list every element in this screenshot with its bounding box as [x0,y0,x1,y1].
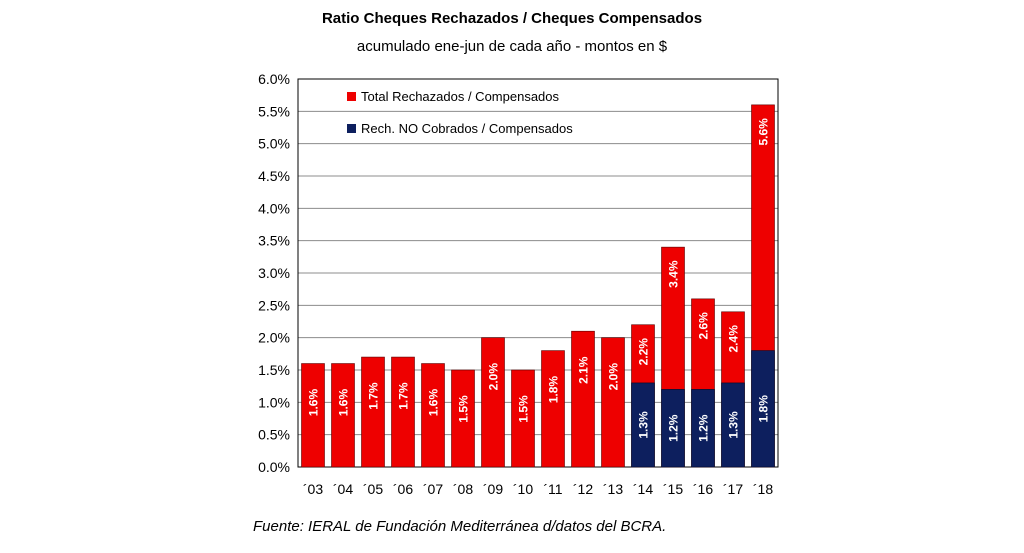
y-tick-label: 0.0% [258,459,290,475]
bar-label-total: 2.0% [607,363,621,391]
bar-label-total: 1.6% [307,389,321,417]
x-tick-label: ´08 [453,481,473,497]
y-tick-label: 5.5% [258,103,290,119]
bar-no-cobrados [751,350,775,468]
legend-total-swatch [347,92,356,101]
legend-total-label: Total Rechazados / Compensados [361,89,560,104]
bar-label-no-cobrados: 1.3% [727,411,741,439]
legend-no-cobrados-label: Rech. NO Cobrados / Compensados [361,121,573,136]
bar-no-cobrados [691,389,715,468]
bar-label-total: 1.7% [367,382,381,410]
bar-label-total: 1.5% [457,395,471,423]
bar-no-cobrados [631,382,655,468]
x-tick-label: ´15 [663,481,683,497]
bar-total [571,330,595,468]
y-tick-label: 4.5% [258,168,290,184]
bar-no-cobrados [661,389,685,468]
bar-total [601,337,625,468]
bar-label-total: 2.1% [577,356,591,384]
x-tick-label: ´07 [423,481,443,497]
x-tick-label: ´18 [753,481,773,497]
y-tick-label: 6.0% [258,71,290,87]
bar-label-total: 1.6% [427,389,441,417]
chart-subtitle: acumulado ene-jun de cada año - montos e… [356,38,668,55]
bar-label-no-cobrados: 1.3% [637,411,651,439]
bar-total [421,363,445,468]
legend-no-cobrados-swatch [347,124,356,133]
x-tick-label: ´09 [483,481,503,497]
x-tick-label: ´10 [513,481,533,497]
bar-total [361,356,385,468]
bar-label-total: 2.4% [727,325,741,353]
x-tick-label: ´13 [603,481,623,497]
bar-label-total: 1.8% [547,376,561,404]
y-tick-label: 2.0% [258,330,290,346]
y-tick-label: 0.5% [258,427,290,443]
bar-label-total: 1.7% [397,382,411,410]
x-tick-label: ´04 [333,481,353,497]
x-tick-label: ´05 [363,481,383,497]
bar-total [301,363,325,468]
bar-total [331,363,355,468]
y-tick-label: 3.5% [258,233,290,249]
bar-total [481,337,505,468]
y-tick-label: 4.0% [258,200,290,216]
y-tick-label: 5.0% [258,136,290,152]
bar-total [541,350,565,468]
bar-label-total: 1.6% [337,389,351,417]
chart-title: Ratio Cheques Rechazados / Cheques Compe… [321,10,703,27]
y-tick-label: 3.0% [258,265,290,281]
x-tick-label: ´17 [723,481,743,497]
bar-total [391,356,415,468]
x-tick-label: ´03 [303,481,323,497]
bar-total [511,369,535,468]
plot-frame [297,78,779,468]
y-tick-label: 2.5% [258,297,290,313]
x-tick-label: ´16 [693,481,713,497]
x-tick-label: ´12 [573,481,593,497]
bar-label-no-cobrados: 1.2% [667,414,681,442]
source-note: Fuente: IERAL de Fundación Mediterránea … [253,518,667,535]
x-tick-label: ´14 [633,481,653,497]
y-tick-label: 1.5% [258,362,290,378]
x-tick-label: ´06 [393,481,413,497]
bar-label-total: 5.6% [757,118,771,146]
y-tick-label: 1.0% [258,394,290,410]
bar-label-total: 1.5% [517,395,531,423]
bar-label-total: 3.4% [667,260,681,288]
x-tick-label: ´11 [543,481,562,497]
bar-no-cobrados [721,382,745,468]
bar-label-no-cobrados: 1.2% [697,414,711,442]
bar-label-total: 2.0% [487,363,501,391]
bar-label-total: 2.2% [637,338,651,366]
bar-total [451,369,475,468]
bar-label-total: 2.6% [697,312,711,340]
bar-label-no-cobrados: 1.8% [757,395,771,423]
